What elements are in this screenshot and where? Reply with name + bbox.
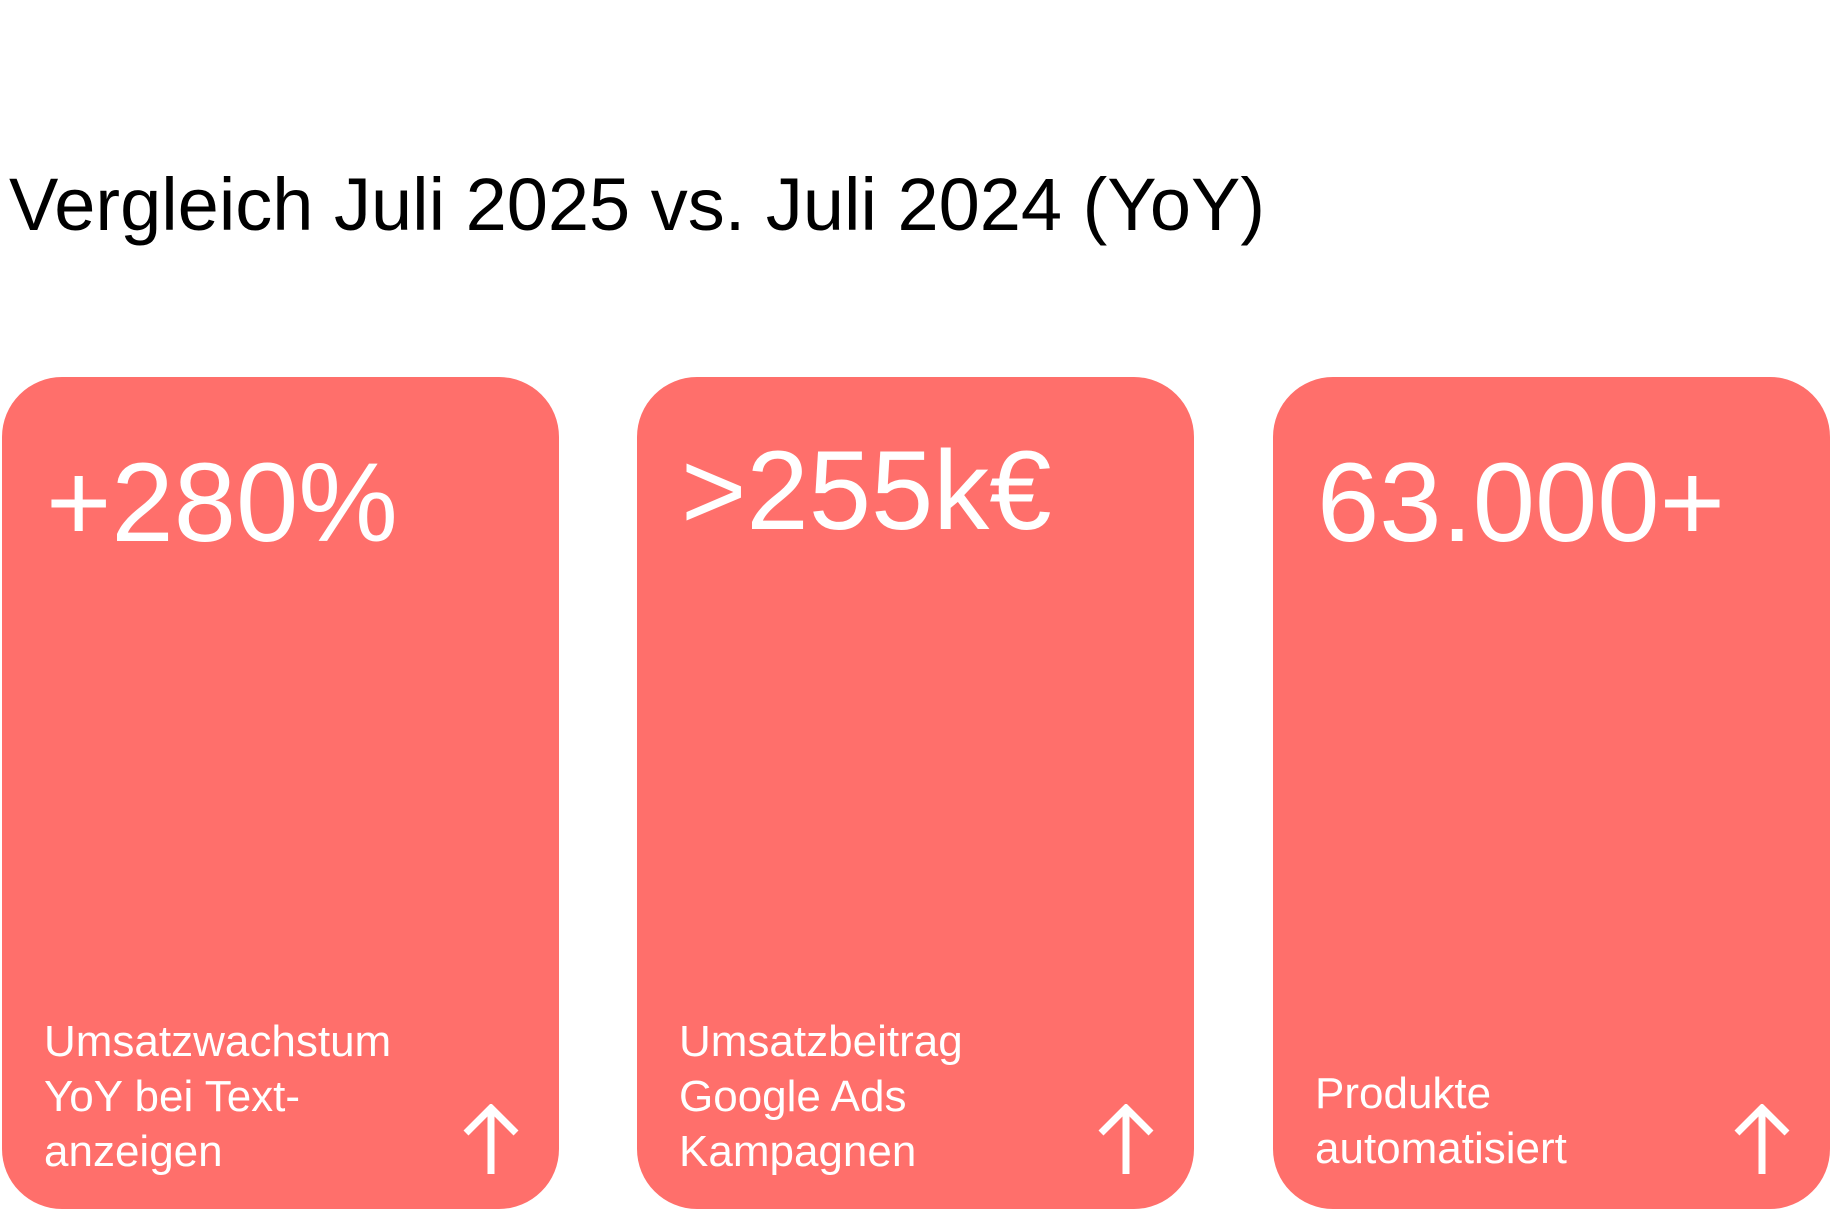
stat-value: +280% — [46, 440, 398, 565]
stat-card: +280% Umsatzwachstum YoY bei Text- anzei… — [2, 377, 559, 1209]
label-line: YoY bei Text- — [44, 1072, 301, 1121]
up-arrow — [463, 1104, 519, 1174]
stat-value: 63.000+ — [1317, 440, 1725, 565]
up-arrow — [1734, 1104, 1790, 1174]
label-line: Google Ads — [679, 1072, 907, 1121]
stat-label: Umsatzwachstum YoY bei Text- anzeigen — [44, 1014, 391, 1179]
label-line: Umsatzwachstum — [44, 1017, 392, 1066]
stat-card: 63.000+ Produkte automatisiert — [1273, 377, 1830, 1209]
label-line: Produkte — [1315, 1069, 1492, 1118]
page-title: Vergleich Juli 2025 vs. Juli 2024 (YoY) — [9, 163, 1266, 246]
up-arrow — [1098, 1104, 1154, 1174]
label-line: anzeigen — [44, 1127, 223, 1176]
label-line: Kampagnen — [679, 1127, 917, 1176]
stat-label: Umsatzbeitrag Google Ads Kampagnen — [679, 1014, 963, 1179]
label-line: automatisiert — [1315, 1124, 1567, 1173]
label-line: Umsatzbeitrag — [679, 1017, 963, 1066]
stat-label: Produkte automatisiert — [1315, 1066, 1567, 1176]
stat-card: >255k€ Umsatzbeitrag Google Ads Kampagne… — [637, 377, 1194, 1209]
stat-value: >255k€ — [681, 428, 1052, 553]
